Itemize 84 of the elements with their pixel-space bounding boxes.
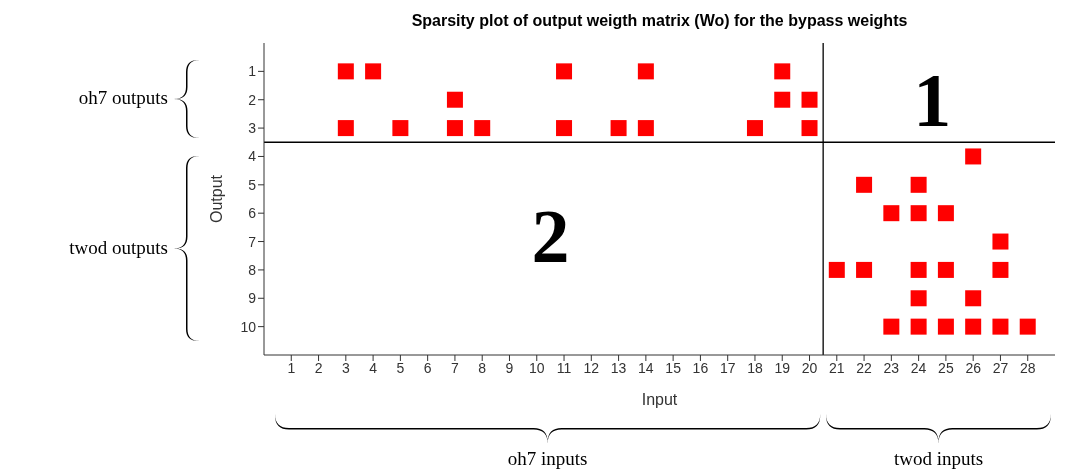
x-tick-label: 8 xyxy=(478,359,487,376)
text: twod inputs xyxy=(892,448,985,470)
x-tick-label: 11 xyxy=(556,359,572,376)
y-tick-label: 9 xyxy=(248,290,257,307)
point xyxy=(910,318,927,335)
x-tick-label: 27 xyxy=(992,359,1009,376)
x-tick-label: 17 xyxy=(719,359,736,376)
point xyxy=(801,120,818,137)
x-tick-label: 6 xyxy=(423,359,432,376)
point xyxy=(910,290,927,307)
x-axis-title: Input xyxy=(641,391,678,408)
point xyxy=(856,261,873,278)
x-tick-label: 19 xyxy=(774,359,791,376)
y-tick-label: 7 xyxy=(248,233,257,250)
point xyxy=(883,205,900,222)
point xyxy=(937,205,954,222)
x-tick-label: 22 xyxy=(856,359,873,376)
x-tick-label: 25 xyxy=(938,359,954,376)
y-tick-label: 3 xyxy=(248,120,257,137)
y-tick-label: 8 xyxy=(248,261,257,278)
point xyxy=(1019,318,1036,335)
x-tick-label: 2 xyxy=(314,359,323,376)
x-tick-label: 16 xyxy=(692,359,709,376)
point xyxy=(937,261,954,278)
point xyxy=(910,261,927,278)
x-tick-label: 1 xyxy=(287,359,296,376)
x-tick-label: 18 xyxy=(747,359,763,376)
y-tick-label: 2 xyxy=(248,91,257,108)
x-tick-label: 3 xyxy=(341,359,350,376)
y-tick-label: 4 xyxy=(248,148,257,165)
point xyxy=(746,120,763,137)
point xyxy=(556,63,573,80)
annotation: 1 xyxy=(912,57,953,142)
x-tick-label: 14 xyxy=(638,359,654,376)
point xyxy=(910,176,927,193)
y-axis-title: Output xyxy=(207,174,225,224)
x-tick-label: 21 xyxy=(829,359,845,376)
point xyxy=(992,261,1009,278)
text: oh7 outputs xyxy=(78,87,168,109)
x-tick-label: 28 xyxy=(1019,359,1036,376)
point xyxy=(637,63,654,80)
point xyxy=(446,120,463,137)
x-tick-label: 12 xyxy=(583,359,600,376)
point xyxy=(828,261,845,278)
point xyxy=(392,120,409,137)
point xyxy=(337,120,354,137)
point xyxy=(774,63,791,80)
x-tick-label: 7 xyxy=(451,359,460,376)
x-tick-label: 10 xyxy=(528,359,545,376)
point xyxy=(474,120,491,137)
x-tick-label: 15 xyxy=(665,359,682,376)
text: oh7 inputs xyxy=(506,448,589,470)
x-tick-label: 26 xyxy=(965,359,982,376)
x-tick-label: 4 xyxy=(369,359,378,376)
point xyxy=(365,63,382,80)
point xyxy=(637,120,654,137)
x-tick-label: 23 xyxy=(883,359,900,376)
point xyxy=(801,91,818,108)
x-tick-label: 9 xyxy=(505,359,514,376)
point xyxy=(992,233,1009,250)
y-tick-label: 10 xyxy=(240,318,257,335)
text: twod outputs xyxy=(69,236,168,259)
chart-title: Sparsity plot of output weigth matrix (Wo) for the bypass weights xyxy=(410,12,909,30)
point xyxy=(610,120,627,137)
point xyxy=(446,91,463,108)
annotation: 2 xyxy=(530,193,571,278)
point xyxy=(883,318,900,335)
point xyxy=(965,290,982,307)
point xyxy=(337,63,354,80)
point xyxy=(937,318,954,335)
y-tick-label: 5 xyxy=(248,176,257,193)
point xyxy=(910,205,927,222)
x-tick-label: 13 xyxy=(610,359,627,376)
y-tick-label: 1 xyxy=(248,63,257,80)
y-tick-label: 6 xyxy=(248,205,257,222)
point xyxy=(965,148,982,165)
point xyxy=(774,91,791,108)
point xyxy=(992,318,1009,335)
point xyxy=(556,120,573,137)
x-tick-label: 24 xyxy=(910,359,927,376)
x-tick-label: 5 xyxy=(396,359,405,376)
x-tick-label: 20 xyxy=(801,359,818,376)
point xyxy=(856,176,873,193)
point xyxy=(965,318,982,335)
